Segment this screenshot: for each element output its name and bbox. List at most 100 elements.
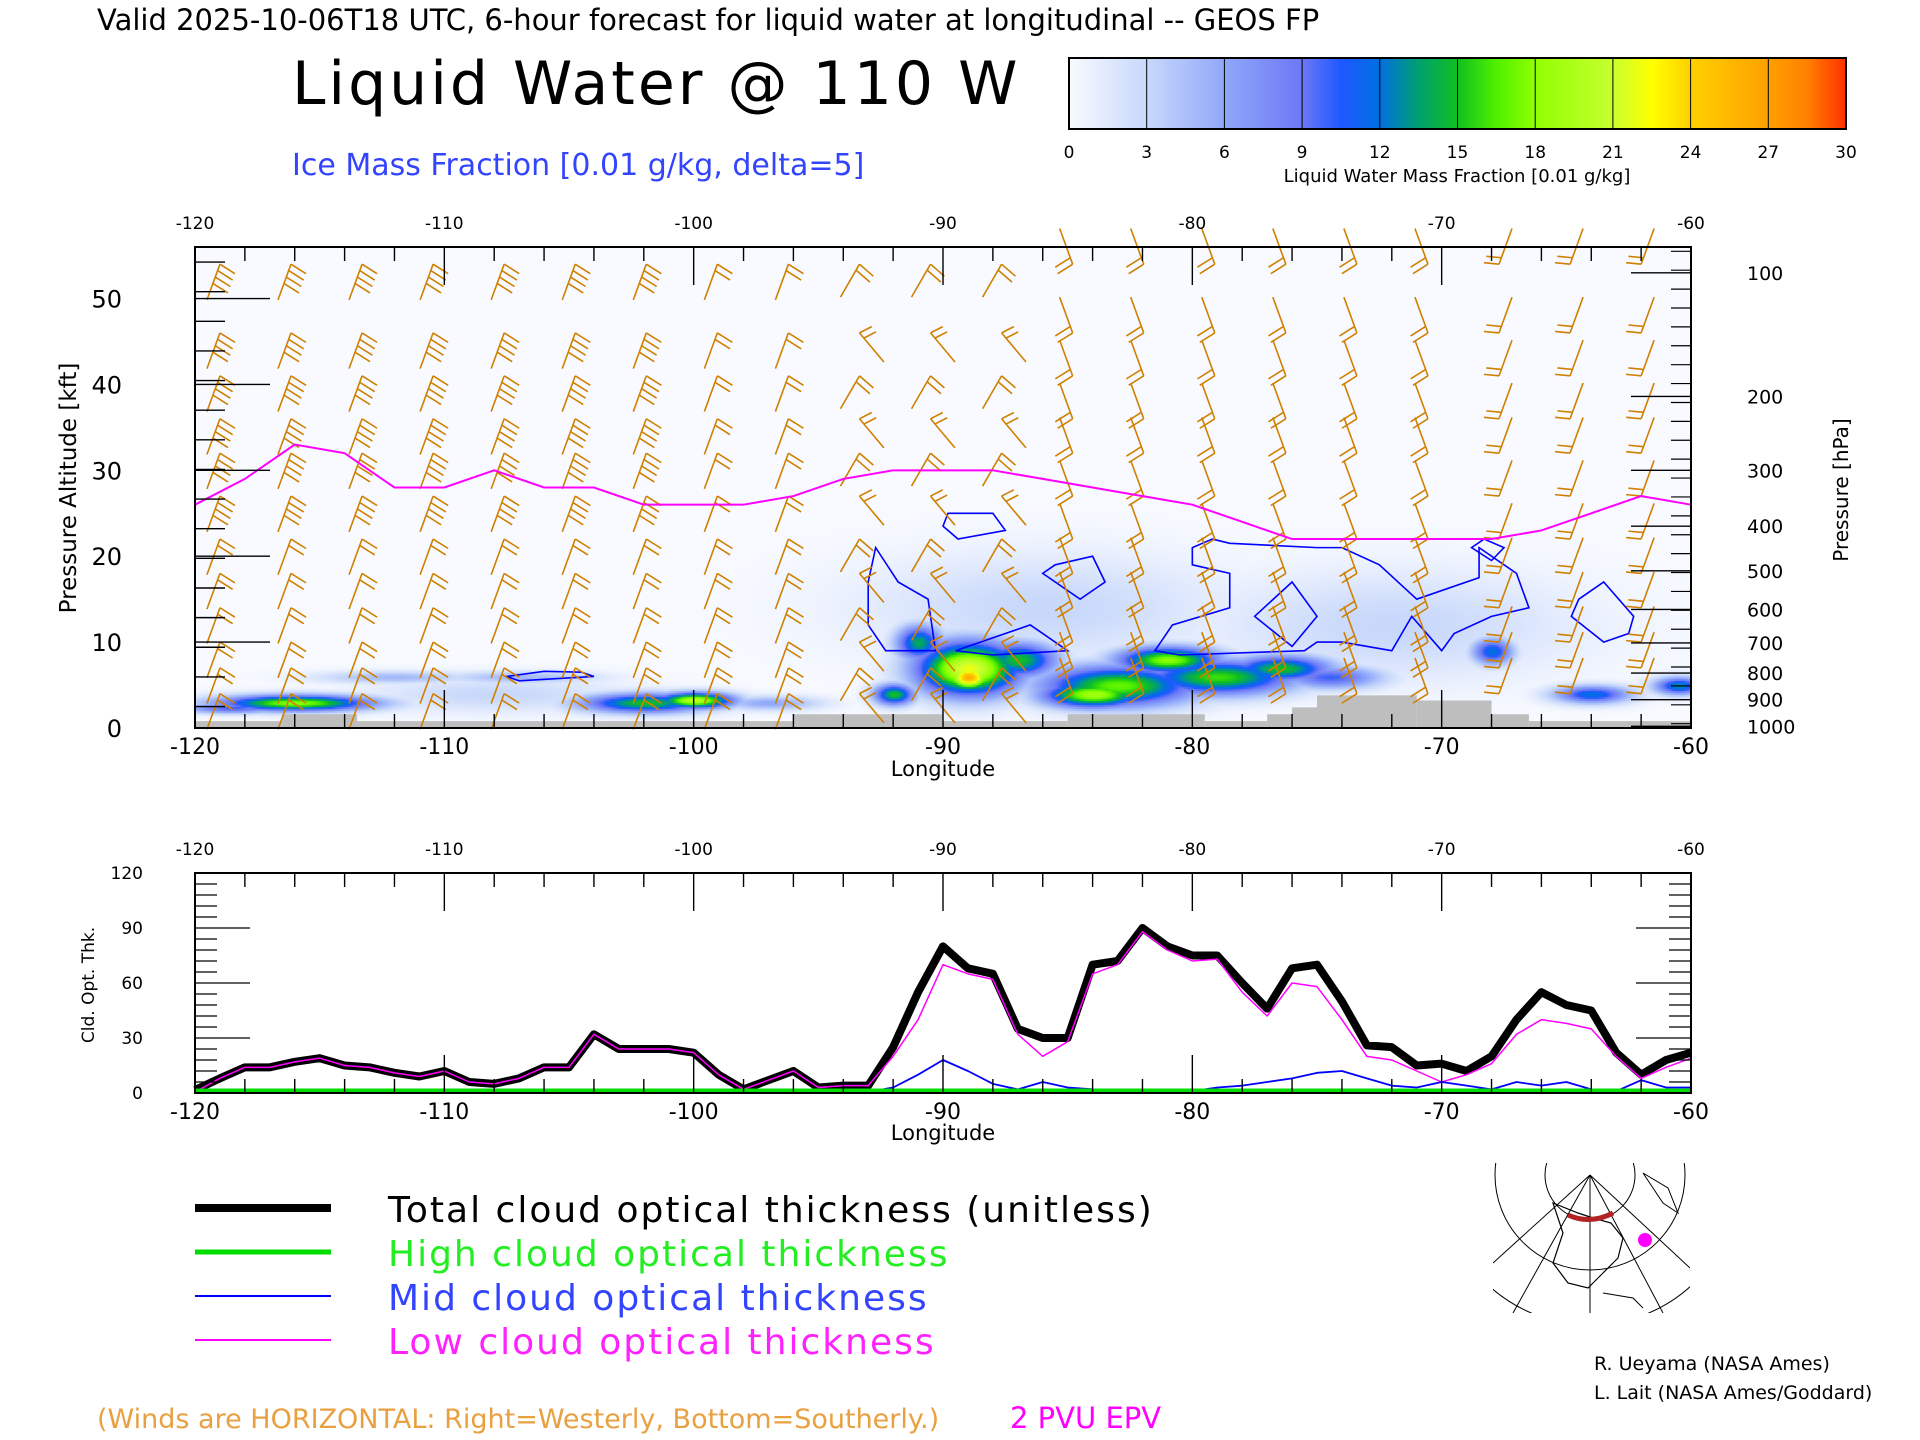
wind-barb-staff — [419, 573, 434, 610]
wind-barb-flag — [361, 495, 378, 507]
wind-barb — [561, 607, 591, 644]
wind-barb — [1125, 382, 1145, 429]
wind-barb-staff — [774, 538, 790, 576]
wind-barb — [419, 692, 449, 730]
wind-barb-staff — [206, 263, 221, 301]
wind-barb-flag — [503, 263, 520, 275]
wind-barb-flag — [432, 607, 449, 618]
wind-barb — [774, 641, 804, 679]
wind-barb-flag — [714, 458, 731, 470]
wind-barb-staff — [1569, 417, 1584, 454]
wind-barb-staff — [1201, 296, 1216, 334]
wind-barb-flag — [219, 538, 236, 550]
wind-barb-flag — [638, 471, 655, 483]
wind-barb-flag — [428, 508, 444, 520]
wind-barb-flag — [288, 501, 305, 513]
credit-2: L. Lait (NASA Ames/Goddard) — [1594, 1382, 1872, 1404]
wind-barb-flag — [285, 388, 302, 399]
wind-barb-flag — [1486, 367, 1502, 371]
wind-barb — [632, 538, 662, 576]
wind-barb-flag — [425, 514, 442, 526]
wind-barb-flag — [1410, 600, 1427, 612]
wind-barb — [561, 667, 591, 704]
wind-barb — [981, 607, 1016, 642]
wind-barb — [1483, 417, 1513, 454]
wind-barb-flag — [501, 269, 518, 281]
wind-barb — [703, 418, 733, 455]
wind-barb — [858, 325, 885, 363]
wind-barb-staff — [348, 607, 363, 644]
x-tick-label-top: -110 — [425, 840, 464, 860]
wind-barb-flag — [1196, 600, 1213, 612]
wind-barb-flag — [501, 381, 518, 393]
x-tick-label-top: -60 — [1677, 214, 1705, 234]
pressure-tick-label: 800 — [1747, 663, 1783, 685]
wind-barb-staff — [910, 538, 932, 573]
wind-barb-flag — [714, 424, 731, 436]
wind-barb-flag — [1410, 257, 1427, 268]
wind-barb-flag — [572, 647, 589, 659]
wind-barb-flag — [1557, 684, 1573, 689]
wind-barb-flag — [1125, 686, 1142, 698]
wind-barb-flag — [288, 544, 305, 556]
pressure-tick-label: 700 — [1747, 633, 1783, 655]
ground-surface — [1267, 714, 1293, 728]
wind-barb — [490, 263, 520, 301]
wind-barb-flag — [641, 508, 658, 520]
wind-barb-flag — [283, 471, 300, 483]
map-meridian — [1493, 1174, 1591, 1264]
wind-barb — [1483, 631, 1513, 669]
wind-barb-flag — [1057, 572, 1074, 584]
colorbar-tick-label: 9 — [1297, 143, 1308, 163]
wind-barb-staff — [839, 452, 861, 487]
wind-barb-flag — [503, 452, 520, 464]
wind-barb-flag — [1557, 659, 1573, 663]
wind-barb-flag — [285, 465, 302, 477]
wind-barb-flag — [1268, 411, 1284, 423]
wind-barb-flag — [859, 686, 873, 695]
wind-barb-staff — [490, 667, 505, 704]
wind-barb-flag — [503, 607, 520, 618]
wind-barb-flag — [1557, 633, 1573, 637]
wind-barb-staff — [1569, 537, 1584, 574]
wind-barb-flag — [290, 332, 307, 344]
wind-barb-flag — [1412, 263, 1429, 275]
wind-barb-flag — [716, 572, 733, 584]
wind-barb-flag — [217, 458, 234, 470]
wind-barb-staff — [1343, 460, 1358, 497]
wind-barb-flag — [1483, 691, 1500, 695]
wind-barb-flag — [1626, 605, 1642, 609]
wind-barb — [348, 332, 378, 369]
wind-barb-flag — [1339, 368, 1355, 380]
wind-barb-staff — [1129, 296, 1145, 334]
wind-barb — [1000, 325, 1027, 363]
wind-barb-flag — [1199, 418, 1216, 429]
wind-barb-flag — [930, 686, 944, 695]
wind-barb-flag — [997, 613, 1013, 627]
x-tick-label-top: -90 — [929, 840, 957, 860]
wind-barb-flag — [1626, 450, 1642, 454]
wind-barb-flag — [645, 641, 662, 653]
wind-barb-flag — [430, 269, 447, 281]
wind-barb-flag — [926, 269, 942, 283]
wind-barb-flag — [785, 673, 802, 685]
wind-barb-flag — [1486, 324, 1502, 328]
wind-barb-staff — [1000, 495, 1027, 526]
colorbar-label: Liquid Water Mass Fraction [0.01 g/kg] — [1284, 166, 1631, 187]
ground-surface — [195, 721, 283, 728]
wind-barb — [774, 667, 804, 704]
wind-barb — [1125, 503, 1145, 550]
wind-barb-flag — [572, 613, 589, 625]
wind-barb — [1626, 460, 1655, 497]
wind-barb-flag — [641, 276, 658, 288]
wind-barb — [858, 686, 885, 724]
wind-barb-staff — [1640, 460, 1655, 497]
wind-barb — [277, 263, 307, 301]
wind-barb-flag — [1486, 444, 1502, 448]
wind-barb — [774, 263, 804, 301]
wind-barb-staff — [1058, 503, 1074, 540]
wind-barb-flag — [1557, 367, 1573, 371]
wind-barb-staff — [206, 693, 221, 730]
wind-barb — [1268, 296, 1287, 344]
wind-barb-flag — [1486, 599, 1502, 603]
